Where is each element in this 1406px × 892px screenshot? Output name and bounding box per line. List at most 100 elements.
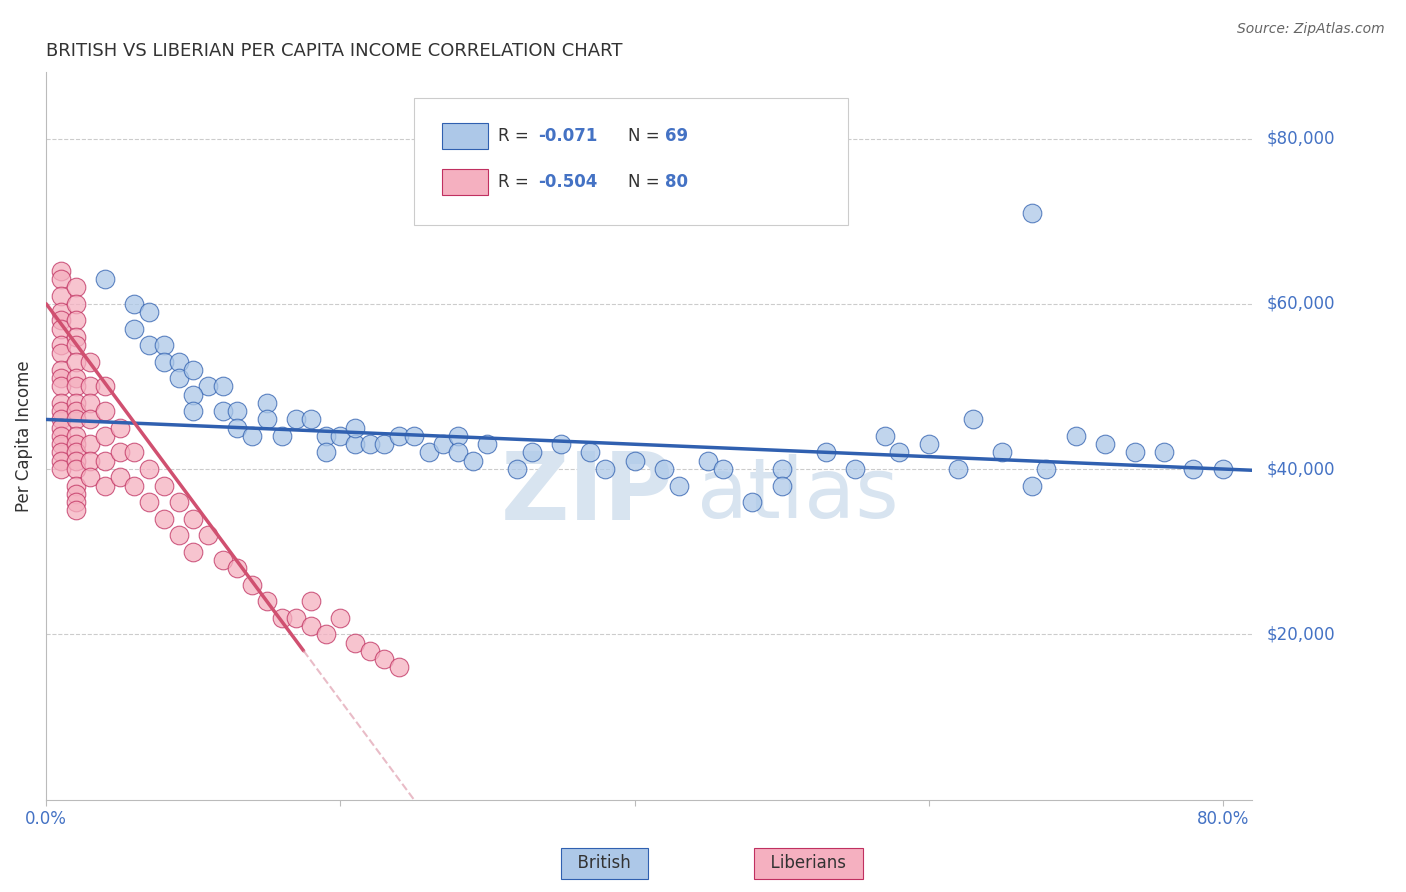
Point	[226, 404, 249, 418]
Point	[65, 338, 87, 352]
Point	[344, 437, 367, 451]
Point	[49, 412, 72, 426]
Point	[49, 363, 72, 377]
Point	[49, 462, 72, 476]
Point	[344, 635, 367, 649]
Point	[918, 437, 941, 451]
Point	[94, 272, 117, 286]
Point	[1035, 462, 1057, 476]
Text: British: British	[568, 855, 641, 872]
Point	[94, 404, 117, 418]
Point	[138, 495, 160, 509]
Point	[550, 437, 572, 451]
Point	[49, 429, 72, 443]
Point	[1123, 445, 1146, 459]
Point	[79, 437, 101, 451]
Point	[256, 396, 278, 410]
Text: N =: N =	[627, 128, 665, 145]
Point	[520, 445, 543, 459]
Point	[124, 321, 146, 335]
Point	[211, 553, 233, 567]
Point	[49, 396, 72, 410]
Point	[65, 437, 87, 451]
Point	[315, 429, 337, 443]
Point	[432, 437, 454, 451]
Point	[153, 338, 176, 352]
Point	[344, 420, 367, 434]
Point	[373, 437, 395, 451]
Point	[256, 412, 278, 426]
Point	[49, 404, 72, 418]
Point	[153, 478, 176, 492]
Point	[167, 528, 190, 542]
Point	[124, 478, 146, 492]
Point	[240, 577, 263, 591]
Point	[94, 429, 117, 443]
Point	[49, 420, 72, 434]
Point	[1182, 462, 1205, 476]
Text: Source: ZipAtlas.com: Source: ZipAtlas.com	[1237, 22, 1385, 37]
Point	[49, 437, 72, 451]
Point	[79, 470, 101, 484]
Point	[285, 611, 308, 625]
Point	[49, 305, 72, 319]
Point	[65, 371, 87, 385]
Point	[211, 379, 233, 393]
Point	[1021, 206, 1043, 220]
Point	[65, 503, 87, 517]
Text: $20,000: $20,000	[1267, 625, 1334, 643]
Point	[79, 379, 101, 393]
Text: BRITISH VS LIBERIAN PER CAPITA INCOME CORRELATION CHART: BRITISH VS LIBERIAN PER CAPITA INCOME CO…	[46, 42, 623, 60]
Text: atlas: atlas	[697, 454, 900, 534]
Point	[477, 437, 499, 451]
Point	[94, 454, 117, 468]
Point	[65, 280, 87, 294]
Point	[359, 644, 381, 658]
Point	[65, 330, 87, 344]
Point	[256, 594, 278, 608]
Point	[181, 363, 204, 377]
Point	[65, 354, 87, 368]
Point	[770, 462, 793, 476]
Point	[1064, 429, 1087, 443]
Y-axis label: Per Capita Income: Per Capita Income	[15, 360, 32, 512]
Point	[388, 660, 411, 674]
Point	[240, 429, 263, 443]
Point	[711, 462, 734, 476]
Point	[94, 478, 117, 492]
Point	[94, 379, 117, 393]
Point	[226, 420, 249, 434]
Point	[49, 371, 72, 385]
Text: $80,000: $80,000	[1267, 129, 1334, 147]
Point	[108, 445, 131, 459]
FancyBboxPatch shape	[441, 123, 488, 149]
FancyBboxPatch shape	[441, 169, 488, 194]
Point	[79, 412, 101, 426]
Point	[49, 454, 72, 468]
Point	[49, 288, 72, 302]
Point	[315, 627, 337, 641]
Point	[668, 478, 690, 492]
Point	[49, 346, 72, 360]
Text: ZIP: ZIP	[501, 448, 673, 541]
Point	[65, 313, 87, 327]
Point	[226, 561, 249, 575]
Point	[329, 611, 352, 625]
Point	[506, 462, 529, 476]
Point	[65, 487, 87, 501]
Point	[79, 454, 101, 468]
Point	[814, 445, 837, 459]
Text: R =: R =	[499, 128, 534, 145]
Text: 69: 69	[665, 128, 688, 145]
Point	[65, 478, 87, 492]
Point	[1153, 445, 1175, 459]
Text: -0.071: -0.071	[538, 128, 598, 145]
Point	[1212, 462, 1234, 476]
Point	[197, 528, 219, 542]
Point	[315, 445, 337, 459]
Point	[270, 429, 292, 443]
Point	[108, 420, 131, 434]
Point	[108, 470, 131, 484]
Point	[153, 511, 176, 525]
Point	[418, 445, 440, 459]
